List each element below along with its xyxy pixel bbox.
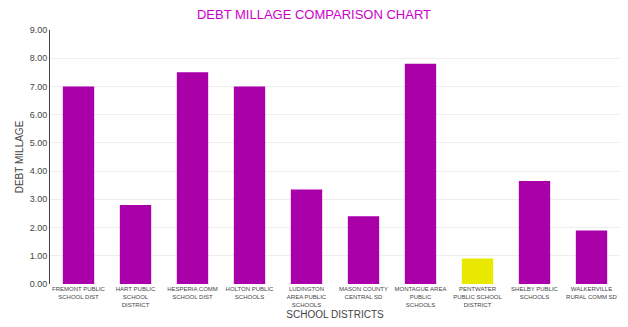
svg-text:MASON COUNTYCENTRAL SD: MASON COUNTYCENTRAL SD [339, 286, 388, 300]
svg-text:SCHOOL DISTRICTS: SCHOOL DISTRICTS [286, 309, 384, 320]
svg-text:7.00: 7.00 [30, 82, 48, 92]
svg-text:FREMONT PUBLICSCHOOL DIST: FREMONT PUBLICSCHOOL DIST [52, 286, 106, 300]
svg-text:HART PUBLICSCHOOLDISTRICT: HART PUBLICSCHOOLDISTRICT [116, 286, 156, 308]
svg-text:SHELBY PUBLICSCHOOLS: SHELBY PUBLICSCHOOLS [511, 286, 559, 300]
svg-text:WALKERVILLERURAL COMM SD: WALKERVILLERURAL COMM SD [566, 286, 617, 300]
svg-text:5.00: 5.00 [30, 138, 48, 148]
svg-text:6.00: 6.00 [30, 110, 48, 120]
svg-text:HOLTON PUBLICSCHOOLS: HOLTON PUBLICSCHOOLS [226, 286, 274, 300]
svg-text:HESPERIA COMMSCHOOL DIST: HESPERIA COMMSCHOOL DIST [167, 286, 218, 300]
svg-text:DEBT MILLAGE: DEBT MILLAGE [14, 120, 25, 193]
svg-text:1.00: 1.00 [30, 251, 48, 261]
svg-text:0.00: 0.00 [30, 279, 48, 289]
svg-text:PENTWATERPUBLIC SCHOOLDISTRICT: PENTWATERPUBLIC SCHOOLDISTRICT [453, 286, 502, 308]
svg-text:9.00: 9.00 [30, 25, 48, 35]
svg-text:4.00: 4.00 [30, 166, 48, 176]
svg-text:MONTAGUE AREAPUBLICSCHOOLS: MONTAGUE AREAPUBLICSCHOOLS [395, 286, 447, 308]
svg-text:LUDINGTONAREA PUBLICSCHOOLS: LUDINGTONAREA PUBLICSCHOOLS [287, 286, 327, 308]
svg-text:3.00: 3.00 [30, 194, 48, 204]
svg-text:8.00: 8.00 [30, 53, 48, 63]
svg-text:2.00: 2.00 [30, 223, 48, 233]
svg-text:DEBT MILLAGE COMPARISON CHART: DEBT MILLAGE COMPARISON CHART [197, 7, 431, 22]
